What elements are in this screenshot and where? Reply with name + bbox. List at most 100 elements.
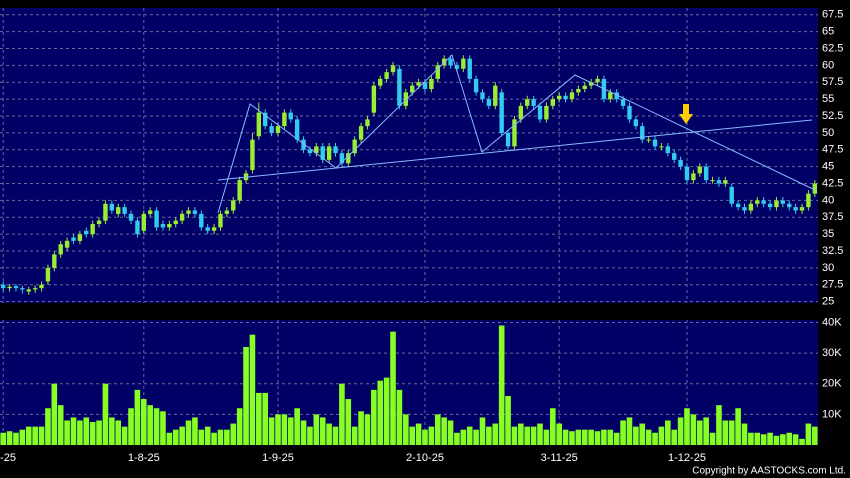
volume-bar (696, 420, 703, 445)
volume-bar (492, 423, 499, 445)
candle-body (314, 146, 319, 154)
volume-bar (0, 432, 6, 445)
volume-bar (319, 417, 326, 445)
y-tick-label: 67.5 (822, 9, 843, 21)
candle-body (154, 210, 159, 228)
volume-bar (77, 420, 83, 445)
volume-bar (447, 420, 454, 445)
volume-bar (754, 432, 761, 445)
candle-body (691, 173, 696, 181)
candle-body (326, 146, 332, 160)
arrow-head (679, 114, 693, 124)
volume-bar (300, 420, 307, 445)
volume-bar (665, 420, 671, 445)
volume-bar (799, 438, 805, 445)
candle-body (135, 220, 140, 235)
volume-bar (703, 417, 709, 445)
volume-bar (185, 420, 192, 445)
candle-body (556, 95, 562, 100)
volume-bar (128, 408, 134, 445)
volume-bar (748, 432, 754, 445)
candle-body (799, 207, 805, 211)
volume-bar (479, 417, 486, 445)
candle-body (263, 112, 268, 127)
volume-bar (332, 426, 339, 445)
y-tick-label: 57.5 (822, 76, 843, 88)
volume-bar (486, 426, 492, 445)
volume-bar (569, 431, 575, 445)
candle-body (64, 240, 70, 248)
candle-body (109, 203, 115, 211)
volume-bar (249, 334, 256, 445)
candle-body (576, 89, 581, 93)
y-tick-label: 30 (822, 262, 834, 274)
candle-body (103, 203, 108, 221)
candle-body (742, 207, 747, 211)
volume-bar (543, 429, 550, 445)
volume-bar (371, 389, 377, 445)
volume-bar (562, 429, 569, 445)
volume-bar (524, 426, 531, 445)
volume-bar (134, 389, 141, 445)
y-tick-label: 20K (822, 378, 842, 390)
volume-bar (70, 417, 77, 445)
candle-body (32, 288, 38, 290)
volume-bar (709, 432, 716, 445)
candle-body (205, 227, 210, 231)
candle-body (179, 213, 185, 221)
volume-bar (716, 405, 722, 445)
candle-body (531, 99, 536, 106)
marks: -25 1-8-25 1-9-25 2-10-25 3-11-25 1-12-25 (0, 55, 818, 464)
candle-body (371, 85, 377, 113)
volume-bar (792, 434, 799, 445)
y-tick-label: 40 (822, 194, 834, 206)
volume-bar (422, 429, 428, 445)
candle-body (703, 166, 709, 181)
candle-body (678, 159, 683, 167)
volume-bar (109, 417, 115, 445)
candle-body (116, 207, 121, 214)
candle-body (256, 112, 262, 137)
candle-body (13, 286, 19, 289)
candle-body (358, 126, 364, 140)
volume-bar (217, 429, 224, 445)
candle-body (774, 200, 779, 208)
candle-body (403, 92, 409, 106)
y-tick-label: 47.5 (822, 144, 843, 156)
candle-body (122, 207, 127, 214)
volume-bar (626, 417, 633, 445)
volume-bar (147, 405, 153, 445)
volume-bar (409, 426, 415, 445)
volume-bar (140, 399, 147, 445)
candle-body (346, 153, 351, 164)
candle-body (237, 180, 242, 201)
volume-bar (358, 411, 364, 445)
candle-body (512, 119, 517, 147)
y-tick-label: 25 (822, 296, 834, 308)
candle-body (288, 112, 293, 120)
volume-bar (281, 414, 288, 445)
volume-bar (179, 426, 185, 445)
candle-body (563, 95, 568, 100)
trend-lines (217, 54, 816, 214)
volume-bar (19, 429, 26, 445)
candle-body (186, 210, 191, 214)
volume-bar (741, 423, 748, 445)
volume-bar (511, 426, 518, 445)
candle-body (716, 180, 722, 184)
volume-bar (735, 408, 741, 445)
y-tick-label: 27.5 (822, 279, 843, 291)
x-tick-label: 2-10-25 (406, 452, 444, 464)
candle-body (672, 153, 677, 160)
candle-body (7, 286, 12, 289)
candle-body (646, 139, 651, 141)
candle-body (755, 200, 760, 204)
candle-body (684, 166, 690, 181)
candle-body (461, 58, 466, 69)
candle-body (518, 105, 524, 120)
volume-bar (121, 426, 128, 445)
volume-bar (25, 426, 32, 445)
y-tick-label: 30K (822, 347, 842, 359)
volume-bar (64, 420, 70, 445)
candle-body (58, 244, 63, 255)
